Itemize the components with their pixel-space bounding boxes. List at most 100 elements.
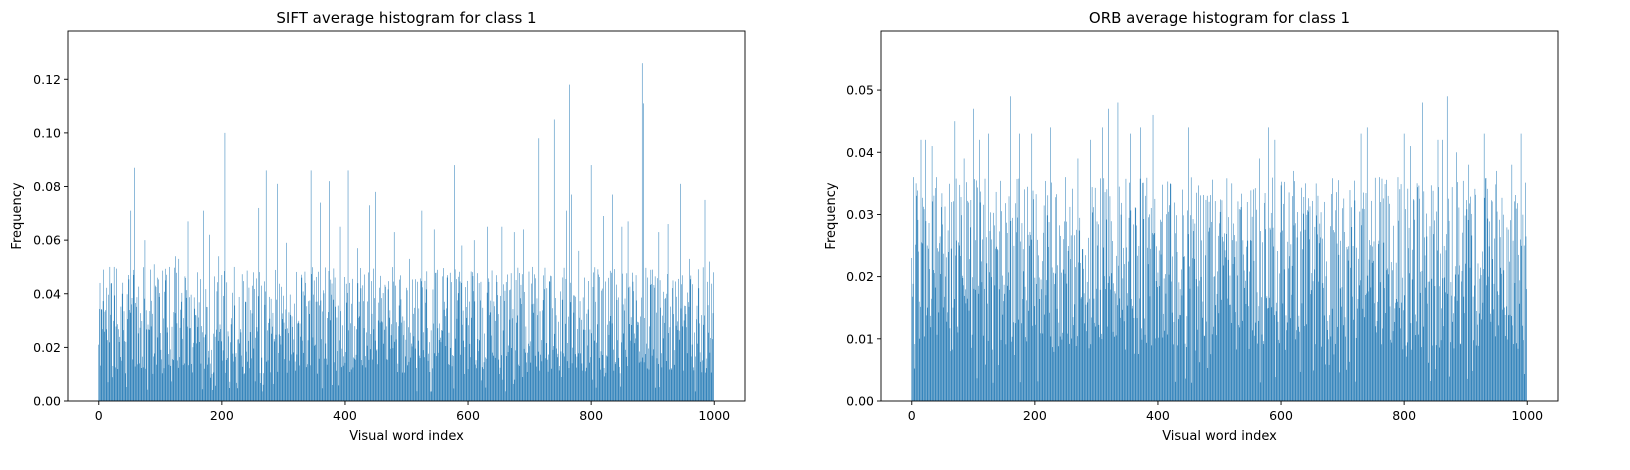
sift-y-axis-ticks: 0.000.020.040.060.080.100.12	[33, 72, 68, 409]
sift-bar	[399, 279, 400, 401]
sift-bar	[515, 350, 516, 401]
orb-bar	[1235, 241, 1237, 401]
sift-bar	[236, 382, 237, 401]
orb-bar	[990, 277, 992, 401]
sift-bar	[644, 318, 645, 401]
sift-bar	[433, 229, 435, 401]
orb-bar	[1413, 200, 1415, 401]
orb-bar	[1317, 195, 1319, 401]
orb-bar	[987, 340, 989, 401]
sift-bar	[294, 303, 295, 401]
sift-bar	[309, 300, 311, 401]
orb-bar	[1501, 197, 1503, 401]
orb-bar	[1410, 323, 1412, 401]
sift-bar	[248, 340, 249, 401]
sift-bar	[585, 367, 587, 401]
sift-bar	[369, 205, 370, 401]
sift-bar	[159, 293, 160, 401]
orb-bar	[936, 334, 938, 401]
orb-bar	[1202, 317, 1203, 401]
sift-bar	[583, 329, 584, 401]
orb-bar	[1055, 197, 1057, 401]
sift-bar	[261, 357, 263, 401]
sift-bar	[148, 329, 150, 401]
orb-bar	[1325, 364, 1326, 401]
orb-bar	[1111, 273, 1113, 401]
sift-bar	[193, 342, 194, 401]
orb-bar	[1490, 321, 1492, 401]
sift-bar	[336, 370, 337, 401]
orb-bar	[1437, 139, 1439, 401]
orb-bar	[1011, 341, 1012, 401]
sift-bar	[349, 282, 350, 401]
sift-bar	[526, 372, 528, 401]
sift-bar	[630, 317, 632, 401]
orb-bar	[1139, 178, 1141, 401]
orb-bar	[932, 201, 933, 401]
sift-bar	[322, 311, 324, 401]
sift-bar	[112, 377, 113, 401]
sift-bar	[345, 352, 346, 401]
sift-bar	[561, 377, 562, 401]
orb-bar	[984, 178, 986, 401]
sift-bar	[197, 272, 198, 401]
orb-bar	[1312, 281, 1314, 401]
sift-bar	[478, 283, 480, 401]
orb-bar	[1240, 207, 1242, 401]
sift-bar	[622, 304, 624, 401]
orb-bar	[1174, 202, 1175, 401]
sift-bar	[577, 328, 578, 401]
orb-bar	[1013, 245, 1015, 401]
sift-bar	[235, 353, 237, 401]
sift-bar	[150, 269, 151, 401]
sift-bar	[234, 305, 236, 401]
orb-chart-title: ORB average histogram for class 1	[1089, 9, 1350, 27]
orb-bar	[1283, 203, 1284, 401]
sift-bar	[510, 289, 511, 401]
orb-bar	[1407, 188, 1409, 401]
sift-bar	[169, 349, 171, 401]
orb-bar	[1185, 378, 1186, 401]
sift-bar	[278, 334, 280, 401]
orb-bar	[1054, 284, 1055, 401]
sift-bar	[545, 343, 547, 401]
sift-bar	[615, 362, 616, 401]
sift-bar	[552, 308, 553, 401]
sift-bar	[477, 273, 478, 401]
sift-bar	[243, 374, 245, 401]
orb-bar	[1403, 310, 1404, 401]
sift-bar	[573, 295, 574, 401]
orb-bar	[1358, 285, 1360, 401]
sift-bar	[627, 221, 629, 401]
orb-bar	[985, 364, 986, 401]
sift-bar	[291, 354, 292, 401]
orb-bar	[1467, 219, 1469, 401]
orb-bar	[1315, 183, 1317, 401]
sift-bar	[623, 333, 625, 401]
orb-bar	[1273, 246, 1274, 401]
sift-bar	[590, 357, 591, 401]
orb-bar	[1044, 314, 1045, 401]
orb-bar	[1121, 202, 1122, 401]
orb-bar	[1379, 177, 1380, 401]
sift-bar	[261, 285, 262, 401]
sift-bar	[280, 335, 281, 401]
sift-bar	[102, 301, 104, 401]
orb-bar	[1332, 178, 1333, 401]
sift-bar	[413, 336, 415, 401]
sift-bar	[667, 224, 669, 401]
sift-bar	[645, 267, 647, 401]
orb-bar	[1311, 273, 1313, 401]
orb-bar	[1488, 246, 1490, 401]
sift-bar	[232, 292, 233, 401]
sift-bar	[354, 326, 356, 401]
orb-bar	[1453, 313, 1454, 401]
orb-bar	[914, 344, 916, 401]
sift-bar	[570, 302, 572, 401]
orb-bar	[1345, 336, 1346, 401]
sift-bar	[609, 321, 610, 401]
sift-bar	[686, 327, 687, 401]
sift-bar	[502, 330, 504, 401]
sift-bar	[387, 359, 388, 401]
orb-bar	[1005, 344, 1007, 401]
